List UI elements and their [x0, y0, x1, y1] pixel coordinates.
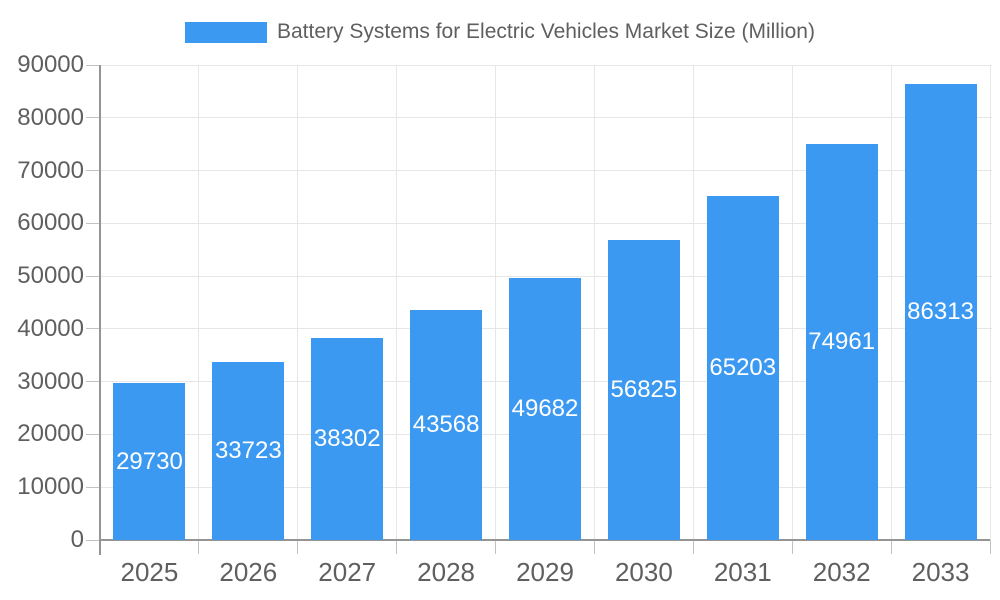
y-axis-tick [86, 381, 100, 383]
h-gridline [100, 222, 992, 224]
y-tick-label: 80000 [17, 103, 84, 131]
bar-value-label: 38302 [313, 424, 381, 452]
bar-2032[interactable]: 74961 [805, 144, 878, 540]
x-tick-label: 2025 [120, 557, 179, 587]
bar-value-label: 65203 [709, 353, 777, 381]
h-gridline [100, 170, 992, 172]
y-axis-tick [86, 64, 100, 66]
y-tick-label: 0 [70, 526, 84, 553]
y-tick-label: 40000 [17, 314, 84, 342]
x-axis-tick [198, 540, 200, 554]
chart-legend[interactable]: Battery Systems for Electric Vehicles Ma… [0, 17, 1000, 47]
y-tick-label: 90000 [17, 51, 84, 78]
y-tick-label: 30000 [17, 367, 84, 395]
bar-value-label: 86313 [907, 298, 974, 326]
x-tick-label: 2032 [812, 557, 871, 587]
bar-2026[interactable]: 33723 [212, 362, 285, 540]
v-gridline [890, 65, 892, 540]
y-axis-tick [86, 328, 100, 330]
bar-2028[interactable]: 43568 [410, 310, 483, 540]
y-axis-tick [86, 486, 100, 488]
x-axis-line [100, 539, 990, 541]
x-tick-label: 2027 [318, 557, 377, 587]
x-tick-label: 2028 [417, 557, 476, 587]
y-axis-line [99, 65, 101, 555]
bar-value-label: 29730 [116, 447, 183, 475]
x-axis-tick [396, 540, 398, 554]
bar-value-label: 56825 [610, 376, 678, 404]
h-gridline [100, 64, 992, 66]
y-tick-label: 50000 [17, 262, 84, 290]
y-axis-tick [86, 170, 100, 172]
bar-2027[interactable]: 38302 [311, 337, 384, 540]
x-axis-tick [791, 540, 793, 554]
y-tick-label: 20000 [17, 420, 84, 448]
x-axis-tick [692, 540, 694, 554]
x-tick-label: 2029 [516, 557, 574, 587]
x-tick-label: 2033 [911, 557, 970, 587]
bar-value-label: 43568 [412, 411, 480, 439]
bar-value-label: 33723 [214, 437, 282, 464]
h-gridline [100, 275, 992, 277]
bar-2033[interactable]: 86313 [904, 84, 977, 540]
y-tick-label: 10000 [17, 473, 84, 501]
y-axis-tick [86, 222, 100, 224]
v-gridline [692, 65, 694, 540]
legend-label: Battery Systems for Electric Vehicles Ma… [277, 20, 815, 43]
v-gridline [396, 65, 398, 540]
bar-value-label: 49682 [511, 394, 579, 422]
v-gridline [593, 65, 595, 540]
x-axis-tick [989, 540, 991, 554]
x-tick-label: 2026 [219, 557, 278, 587]
x-tick-label: 2030 [614, 557, 673, 587]
y-tick-label: 60000 [17, 209, 84, 237]
legend-swatch-icon [185, 21, 267, 43]
y-axis-tick [86, 433, 100, 435]
v-gridline [198, 65, 200, 540]
y-tick-label: 70000 [17, 156, 84, 184]
bar-2025[interactable]: 29730 [113, 383, 186, 540]
v-gridline [791, 65, 793, 540]
x-axis-tick [593, 540, 595, 554]
x-axis-tick [297, 540, 299, 554]
h-gridline [100, 117, 992, 119]
x-axis-tick [495, 540, 497, 554]
v-gridline [297, 65, 299, 540]
x-tick-label: 2031 [713, 557, 772, 587]
v-gridline [495, 65, 497, 540]
x-axis-tick [890, 540, 892, 554]
y-axis-tick [86, 539, 100, 541]
y-axis-tick [86, 275, 100, 277]
bar-2029[interactable]: 49682 [509, 277, 581, 540]
v-gridline [989, 65, 991, 540]
bar-value-label: 74961 [808, 328, 876, 356]
bar-2031[interactable]: 65203 [706, 195, 779, 540]
bar-2030[interactable]: 56825 [607, 240, 680, 540]
y-axis-tick [86, 117, 100, 119]
